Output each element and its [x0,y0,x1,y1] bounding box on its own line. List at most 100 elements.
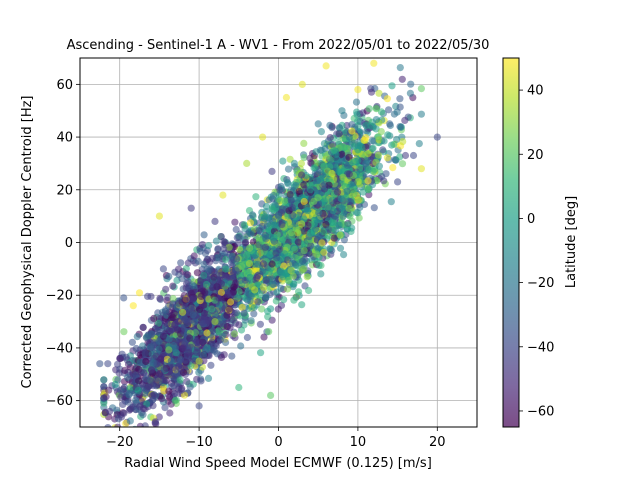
scatter-point [374,151,382,159]
scatter-point [151,418,159,426]
scatter-point [159,265,167,273]
scatter-point [122,353,130,361]
scatter-point [372,116,380,124]
scatter-point [254,298,262,306]
scatter-point [316,146,324,154]
scatter-point [330,234,338,242]
scatter-point [181,356,189,364]
scatter-point [127,405,135,413]
scatter-point [231,319,240,327]
scatter-point [197,292,205,300]
scatter-point [362,159,370,167]
scatter-point [262,293,270,301]
scatter-point [375,162,383,170]
scatter-point [417,165,425,173]
scatter-point [182,270,190,278]
scatter-point [237,342,245,350]
scatter-point [175,336,183,344]
scatter-point [255,227,263,235]
scatter-point [380,137,388,145]
scatter-point [304,221,312,230]
scatter-point [139,411,147,419]
colorbar-label: Latitude [deg] [564,196,579,288]
scatter-point [246,297,254,305]
scatter-point [195,402,203,410]
scatter-point [224,291,232,299]
scatter-point [208,338,216,346]
y-tick-label: 60 [56,78,73,93]
scatter-point [329,141,337,149]
scatter-point [314,120,322,128]
scatter-point [259,133,267,141]
scatter-point [387,198,395,206]
scatter-point [179,308,187,316]
x-axis-label: Radial Wind Speed Model ECMWF (0.125) [m… [124,456,432,471]
scatter-point [161,404,169,412]
scatter-point [386,120,394,128]
scatter-point [264,313,272,321]
scatter-point [290,296,298,304]
scatter-point [370,204,378,212]
scatter-point [262,235,270,243]
scatter-point [269,191,278,200]
scatter-point [249,211,257,219]
scatter-point [401,151,410,160]
scatter-point [184,259,192,267]
scatter-point [194,257,202,265]
scatter-point [135,289,144,297]
scatter-point [314,244,322,253]
scatter-point [303,273,311,281]
scatter-point [166,393,174,401]
scatter-point [278,235,287,243]
scatter-point [197,377,205,385]
scatter-point [364,177,372,185]
scatter-point [204,374,213,382]
x-axis-ticks: −20 −10 0 10 20 [106,427,446,450]
scatter-point [274,212,283,220]
scatter-point [141,422,149,427]
scatter-point [385,106,393,114]
scatter-point [169,342,178,350]
scatter-point [388,82,396,90]
colorbar-tick-label: −40 [527,340,554,355]
scatter-point [154,309,162,317]
scatter-point [433,133,441,141]
colorbar-tick-label: 0 [527,212,535,227]
scatter-point [259,283,267,291]
scatter-point [284,165,293,173]
scatter-point [284,285,292,293]
scatter-point [175,265,183,273]
scatter-point [246,219,255,227]
scatter-point [300,265,308,273]
scatter-point [114,360,122,368]
scatter-point [215,305,223,313]
scatter-point [197,277,205,285]
scatter-point [238,262,246,270]
scatter-point [335,130,343,138]
scatter-point [144,292,152,300]
scatter-point [186,383,194,391]
scatter-point [129,302,137,310]
scatter-point [116,354,124,363]
scatter-point [214,327,223,335]
scatter-point [281,197,289,205]
scatter-point [291,245,299,253]
scatter-point [289,272,297,280]
scatter-point [213,283,221,291]
scatter-point [203,329,211,337]
scatter-point [216,336,224,344]
scatter-point [165,387,173,395]
scatter-point [191,329,200,337]
scatter-point [139,405,148,413]
scatter-point [304,207,312,215]
y-tick-label: 40 [56,131,73,146]
scatter-point [223,323,232,331]
scatter-point [378,173,386,181]
scatter-point [344,221,352,229]
scatter-point [141,349,149,357]
scatter-point [243,333,251,342]
scatter-point [288,204,296,212]
scatter-point [155,345,163,353]
scatter-point [367,88,376,96]
